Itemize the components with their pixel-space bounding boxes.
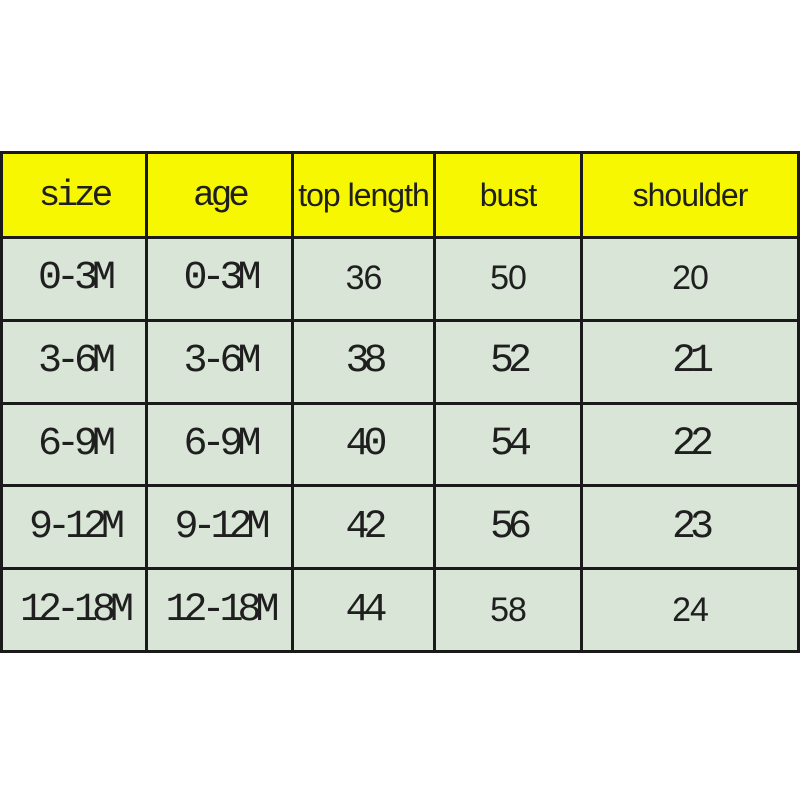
table-cell: 3-6M	[0, 318, 148, 405]
table-cell: 50	[433, 236, 583, 322]
table-cell: 56	[433, 484, 583, 571]
column-header-top-length: top length	[291, 151, 436, 239]
column-header-age: age	[145, 151, 294, 239]
table-cell: 20	[580, 236, 800, 322]
table-row: 9-12M 9-12M 42 56 23	[0, 484, 800, 571]
table-cell: 58	[433, 567, 583, 653]
table-cell: 0-3M	[0, 236, 148, 322]
table-cell: 0-3M	[145, 236, 294, 322]
table-cell: 24	[580, 567, 800, 653]
table-cell: 6-9M	[145, 401, 294, 488]
column-header-size: size	[0, 151, 148, 239]
table-cell: 52	[433, 318, 583, 405]
table-cell: 38	[291, 318, 436, 405]
table-cell: 54	[433, 401, 583, 488]
column-header-shoulder: shoulder	[580, 151, 800, 239]
table-row: 0-3M 0-3M 36 50 20	[0, 236, 800, 322]
table-cell: 22	[580, 401, 800, 488]
table-cell: 40	[291, 401, 436, 488]
table-row: 12-18M 12-18M 44 58 24	[0, 567, 800, 653]
table-cell: 6-9M	[0, 401, 148, 488]
table-row: 6-9M 6-9M 40 54 22	[0, 401, 800, 488]
table-cell: 44	[291, 567, 436, 653]
table-body: 0-3M 0-3M 36 50 20 3-6M 3-6M 38 52 21 6-9M 6-9M 40 54…	[0, 236, 800, 653]
table-cell: 21	[580, 318, 800, 405]
column-header-bust: bust	[433, 151, 583, 239]
size-chart-table: size age top length bust shoulder 0-3M 0-3M 36…	[0, 151, 800, 653]
table-cell: 23	[580, 484, 800, 571]
table-header: size age top length bust shoulder	[0, 151, 800, 239]
table-cell: 12-18M	[145, 567, 294, 653]
table-cell: 36	[291, 236, 436, 322]
table-cell: 9-12M	[0, 484, 148, 571]
table-row: 3-6M 3-6M 38 52 21	[0, 318, 800, 405]
table-cell: 9-12M	[145, 484, 294, 571]
table-cell: 42	[291, 484, 436, 571]
table-cell: 3-6M	[145, 318, 294, 405]
table-cell: 12-18M	[0, 567, 148, 653]
header-row: size age top length bust shoulder	[0, 151, 800, 239]
